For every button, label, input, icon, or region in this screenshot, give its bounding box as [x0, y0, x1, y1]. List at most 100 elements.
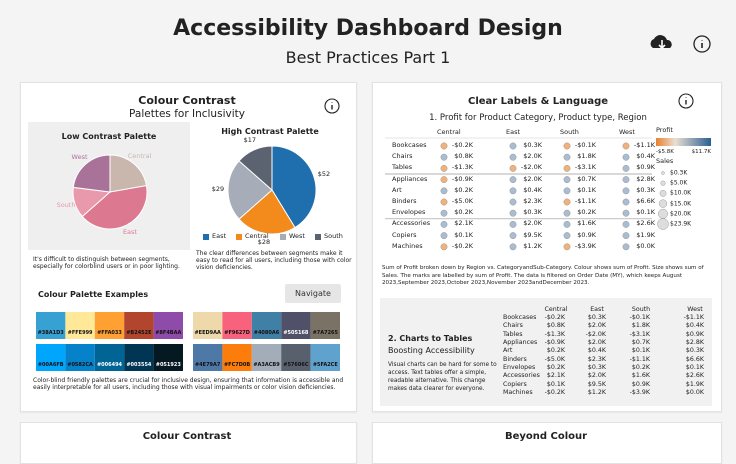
panel-title: Low Contrast Palette — [61, 132, 157, 141]
profit-dot — [440, 220, 448, 228]
cell-value: $0.1K — [454, 230, 473, 239]
cell-value: $0.3K — [523, 208, 542, 217]
profit-dot — [563, 187, 571, 195]
column-header: South — [631, 306, 651, 313]
cell-value: -$1.3K — [544, 330, 565, 338]
cell-value: -$0.2K — [544, 389, 565, 397]
row-label: Art — [392, 185, 402, 194]
profit-dot — [509, 142, 517, 150]
cell-value: $0.8K — [454, 152, 473, 161]
graphics-layer — [36, 35, 711, 371]
info-icon[interactable] — [678, 93, 694, 109]
size-key — [657, 218, 669, 230]
legend-label: Central — [245, 232, 269, 241]
profit-dot — [440, 243, 448, 251]
cell-value: -$3.1K — [629, 330, 650, 338]
cell-value: -$2.0K — [520, 163, 542, 172]
row-label: Chairs — [503, 322, 523, 330]
legend-label: South — [324, 232, 343, 241]
cell-value: $0.1K — [636, 208, 655, 217]
profit-dot — [509, 153, 517, 161]
profit-dot — [509, 198, 517, 206]
cell-value: -$5.0K — [544, 355, 565, 363]
profit-dot — [440, 176, 448, 184]
size-key — [661, 171, 665, 175]
cell-value: $1.2K — [523, 241, 542, 250]
cell-value: $0.2K — [546, 364, 565, 372]
cell-value: $2.0K — [587, 372, 606, 380]
palette-swatch — [193, 344, 223, 371]
size-key — [659, 190, 667, 197]
profit-dot — [509, 209, 517, 217]
row-label: Envelopes — [503, 364, 536, 372]
cell-value: $0.4K — [523, 185, 542, 194]
column-header: South — [560, 128, 579, 136]
profit-dot — [563, 164, 571, 172]
row-label: Chairs — [392, 152, 413, 161]
profit-dot — [622, 209, 630, 217]
section-title: Colour Palette Examples — [38, 290, 149, 299]
profit-dot — [440, 198, 448, 206]
cell-value: -$2.0K — [585, 330, 606, 338]
size-key — [658, 199, 668, 208]
swatch-label: #006494 — [96, 362, 123, 368]
profit-dot — [622, 198, 630, 206]
navigate-label[interactable]: Navigate — [295, 288, 331, 298]
profit-dot — [509, 220, 517, 228]
section-note: Color-blind friendly palettes are crucia… — [33, 377, 344, 392]
low-slice-label: East — [122, 228, 137, 237]
palette-swatch — [36, 344, 66, 371]
info-circle — [693, 35, 711, 53]
swatch-label: #FFE999 — [67, 330, 93, 336]
cell-value: $9.5K — [523, 230, 542, 239]
column-header: Central — [437, 128, 461, 136]
cell-value: $0.2K — [454, 208, 473, 217]
row-label: Machines — [503, 389, 533, 397]
row-label: Machines — [392, 241, 423, 250]
navigate-button[interactable] — [285, 284, 341, 303]
cell-value: -$3.1K — [574, 163, 596, 172]
row-label: Appliances — [392, 174, 428, 183]
low-slice-label: West — [71, 152, 88, 161]
profit-dot — [563, 232, 571, 240]
high-slice-label: $52 — [317, 170, 331, 179]
profit-dot — [563, 209, 571, 217]
cell-value: $6.6K — [636, 197, 655, 206]
swatch-label: #EED9AA — [194, 330, 221, 336]
cell-value: $0.1K — [631, 347, 650, 355]
cell-value: $2.6K — [685, 372, 704, 380]
column-header: East — [506, 128, 521, 136]
info-icon[interactable] — [324, 98, 340, 114]
profit-dot — [622, 232, 630, 240]
palette-swatch — [310, 344, 340, 371]
palette-swatch — [281, 312, 311, 339]
cell-value: -$1.3K — [451, 163, 473, 172]
dashboard-subtitle: Best Practices Part 1 — [285, 48, 451, 67]
info-icon[interactable] — [693, 35, 711, 53]
row-label: Art — [503, 347, 513, 355]
profit-dot — [509, 243, 517, 251]
cell-value: $0.0K — [685, 389, 704, 397]
profit-dot — [509, 176, 517, 184]
card-subtitle: Palettes for Inclusivity — [129, 108, 245, 120]
swatch-label: #B2452E — [126, 330, 152, 336]
profit-dot — [440, 187, 448, 195]
palette-swatch — [222, 312, 252, 339]
palette-swatch — [36, 312, 66, 339]
profit-dot — [440, 164, 448, 172]
profit-dot — [622, 220, 630, 228]
profit-dot — [509, 164, 517, 172]
cell-value: $2.6K — [636, 219, 655, 228]
profit-dot — [563, 220, 571, 228]
legend-swatch — [203, 234, 209, 240]
legend-range: $11.7K — [691, 149, 711, 155]
cell-value: $0.9K — [636, 163, 655, 172]
cell-value: $0.9K — [577, 230, 596, 239]
cell-value: $1.8K — [631, 322, 650, 330]
cell-value: $2.0K — [523, 174, 542, 183]
low-slice-label: South — [56, 200, 76, 209]
profit-dot — [563, 198, 571, 206]
palette-swatch — [153, 312, 183, 339]
cell-value: -$1.1K — [633, 141, 655, 150]
download-icon[interactable] — [650, 35, 672, 50]
